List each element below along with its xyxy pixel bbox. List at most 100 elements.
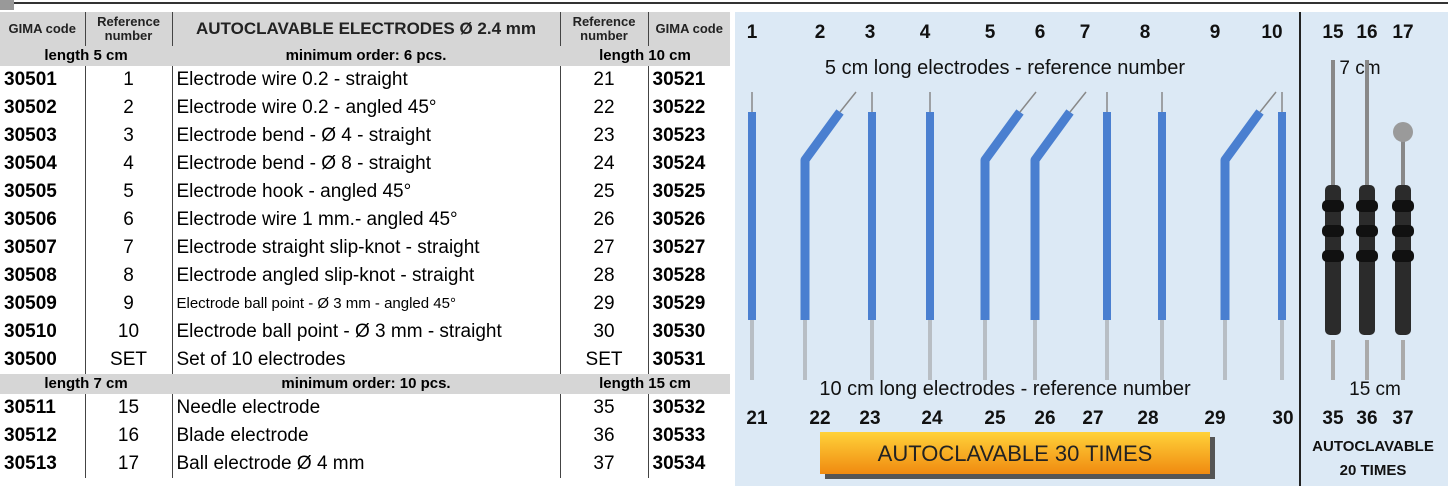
- cell: SET: [560, 346, 648, 374]
- cell: 29: [560, 290, 648, 318]
- electrode-rod: [926, 112, 934, 320]
- cell: 17: [85, 450, 172, 478]
- cell: 8: [85, 262, 172, 290]
- cell: 30510: [0, 318, 85, 346]
- cell: 28: [560, 262, 648, 290]
- cell: 30500: [0, 346, 85, 374]
- cell: Electrode ball point - Ø 3 mm - straight: [172, 318, 560, 346]
- cell: 35: [560, 394, 648, 422]
- header-cell: GIMA code: [0, 12, 85, 46]
- cell: 26: [560, 206, 648, 234]
- label: 29: [1204, 408, 1225, 429]
- section-order: minimum order: 10 pcs.: [172, 374, 560, 394]
- cell: 30528: [648, 262, 730, 290]
- cell: 37: [560, 450, 648, 478]
- cell: 30527: [648, 234, 730, 262]
- label: 1: [747, 22, 758, 43]
- cell: 3: [85, 122, 172, 150]
- cell: 30532: [648, 394, 730, 422]
- cell: 30523: [648, 122, 730, 150]
- cell: Electrode ball point - Ø 3 mm - angled 4…: [172, 290, 560, 318]
- electrode-rod: [1158, 112, 1166, 320]
- cell: 21: [560, 66, 648, 94]
- handle-ring: [1356, 200, 1378, 212]
- label: 5 cm long electrodes - reference number: [825, 57, 1186, 79]
- cell: 2: [85, 94, 172, 122]
- cell: 30506: [0, 206, 85, 234]
- product-row: 305088Electrode angled slip-knot - strai…: [0, 262, 730, 290]
- label: 23: [859, 408, 880, 429]
- cell: 36: [560, 422, 648, 450]
- label: 26: [1034, 408, 1055, 429]
- handle-ring: [1356, 250, 1378, 262]
- cell: 9: [85, 290, 172, 318]
- cell: 5: [85, 178, 172, 206]
- cell: 30: [560, 318, 648, 346]
- electrode-tip: [983, 320, 987, 380]
- cell: 30534: [648, 450, 730, 478]
- label: AUTOCLAVABLE 30 TIMES: [878, 441, 1153, 466]
- electrode-tip: [1033, 320, 1037, 380]
- label: 5: [985, 22, 996, 43]
- cell: 30524: [648, 150, 730, 178]
- header-cell: Reference number: [85, 12, 172, 46]
- label: 7: [1080, 22, 1091, 43]
- label: 10: [1261, 22, 1282, 43]
- label: 30: [1272, 408, 1293, 429]
- cell: 4: [85, 150, 172, 178]
- cell: 6: [85, 206, 172, 234]
- cell: 30503: [0, 122, 85, 150]
- label: 17: [1392, 22, 1413, 43]
- cell: 30521: [648, 66, 730, 94]
- label: 6: [1035, 22, 1046, 43]
- handle-tip: [1331, 340, 1335, 380]
- handle-ring: [1392, 225, 1414, 237]
- page: GIMA codeReference numberAUTOCLAVABLE EL…: [0, 0, 1448, 486]
- cell: 30504: [0, 150, 85, 178]
- cell: 30509: [0, 290, 85, 318]
- cell: Electrode angled slip-knot - straight: [172, 262, 560, 290]
- cell: 30507: [0, 234, 85, 262]
- handle-ring: [1392, 250, 1414, 262]
- icon: [0, 0, 14, 10]
- cell: 30508: [0, 262, 85, 290]
- label: 7 cm: [1339, 58, 1380, 79]
- handle-tip: [1401, 340, 1405, 380]
- handle-tip: [1365, 340, 1369, 380]
- cell: Blade electrode: [172, 422, 560, 450]
- cell: 30513: [0, 450, 85, 478]
- cell: 24: [560, 150, 648, 178]
- header-cell: GIMA code: [648, 12, 730, 46]
- electrode-tip: [928, 320, 932, 380]
- cell: 23: [560, 122, 648, 150]
- label: 4: [920, 22, 931, 43]
- electrode-rod: [1278, 112, 1286, 320]
- label: 16: [1356, 22, 1377, 43]
- ball: [1393, 122, 1413, 142]
- handle-ring: [1322, 225, 1344, 237]
- label: 10 cm long electrodes - reference number: [819, 378, 1191, 400]
- label: 20 TIMES: [1340, 462, 1407, 479]
- label: 3: [865, 22, 876, 43]
- electrode-tip: [750, 320, 754, 380]
- cell: Electrode wire 0.2 - angled 45°: [172, 94, 560, 122]
- cell: 15: [85, 394, 172, 422]
- cell: Electrode bend - Ø 4 - straight: [172, 122, 560, 150]
- cell: 7: [85, 234, 172, 262]
- product-row: 3051115Needle electrode3530532: [0, 394, 730, 422]
- cell: 30525: [648, 178, 730, 206]
- cell: Electrode wire 1 mm.- angled 45°: [172, 206, 560, 234]
- cell: 30505: [0, 178, 85, 206]
- product-row: 3051216Blade electrode3630533: [0, 422, 730, 450]
- cell: SET: [85, 346, 172, 374]
- label: 28: [1137, 408, 1158, 429]
- cell: Electrode hook - angled 45°: [172, 178, 560, 206]
- cell: 30533: [648, 422, 730, 450]
